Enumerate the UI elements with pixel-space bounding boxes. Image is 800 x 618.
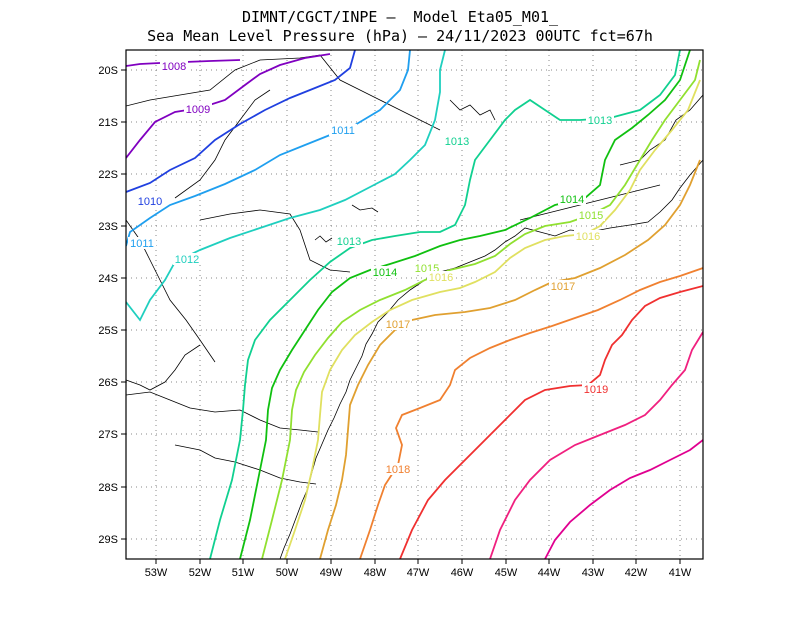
state-border-pr-sc	[126, 391, 319, 433]
reservoir-1	[449, 99, 496, 121]
lon-tick-label: 45W	[495, 567, 518, 579]
lat-tick-label: 27S	[98, 429, 118, 441]
contour-label-background	[427, 271, 455, 283]
lat-tick-label: 28S	[98, 482, 118, 494]
isobar-1014	[239, 50, 691, 559]
lon-tick-labels: 53W 52W 51W 50W 49W 48W 47W 46W 45W 44W 43W 42W 41W	[145, 559, 692, 579]
contour-label: 1011	[130, 238, 154, 250]
map-title-line1: DIMNT/CGCT/INPE – Model Eta05_M01_	[241, 8, 559, 26]
lon-tick-label: 49W	[320, 567, 343, 579]
state-border-rj-sp	[519, 184, 661, 221]
lon-tick-label: 48W	[364, 567, 387, 579]
contour-label: 1019	[584, 384, 608, 396]
contour-label: 1013	[337, 236, 361, 248]
isobar-1019	[399, 285, 703, 559]
contour-label: 1010	[138, 196, 162, 208]
contour-label-background	[384, 318, 412, 330]
coastline	[279, 159, 703, 559]
contour-label-background	[136, 195, 164, 207]
isobar-1013-west	[209, 50, 681, 559]
lat-tick-label: 26S	[98, 377, 118, 389]
lon-tick-label: 53W	[145, 567, 168, 579]
contour-label: 1013	[588, 115, 612, 127]
isobar-1020	[489, 331, 703, 559]
contour-label-background	[335, 235, 363, 247]
isobar-1017	[319, 159, 701, 559]
isobar-1021	[544, 439, 703, 559]
state-border-mg-sp-north	[319, 54, 441, 131]
lat-tick-label: 24S	[98, 273, 118, 285]
contour-label-background	[371, 266, 399, 278]
contour-label: 1017	[551, 281, 575, 293]
map-frame	[125, 49, 704, 560]
lon-tick-label: 52W	[189, 567, 212, 579]
isobar-1011	[126, 50, 411, 247]
lat-tick-label: 29S	[98, 534, 118, 546]
lon-tick-label: 43W	[582, 567, 605, 579]
contour-label-background	[329, 124, 357, 136]
contour-labels: 1008 1009 1010 1011 1011 1012 1013 1013 1013 1014…	[128, 60, 614, 476]
lat-tick-label: 20S	[98, 65, 118, 77]
state-border-pr-sp	[199, 209, 351, 273]
contour-label-background	[549, 280, 577, 292]
contour-label: 1016	[576, 231, 600, 243]
isobar-1016	[284, 79, 701, 559]
isobar-1010	[126, 50, 356, 193]
contour-label-background	[384, 463, 412, 475]
lat-tick-label: 23S	[98, 221, 118, 233]
lat-tick-labels: 20S 21S 22S 23S 24S 25S 26S 27S 28S 29S	[98, 65, 126, 546]
contour-label-background	[574, 230, 602, 242]
contour-label: 1014	[373, 267, 397, 279]
contour-label-background	[586, 114, 614, 126]
contour-label: 1014	[560, 194, 584, 206]
isobar-1018	[359, 267, 703, 559]
map-title-line2: Sea Mean Level Pressure (hPa) – 24/11/20…	[147, 27, 653, 45]
contour-label: 1009	[186, 104, 210, 116]
reservoir-2	[351, 204, 379, 213]
lat-tick-label: 21S	[98, 117, 118, 129]
lat-tick-label: 22S	[98, 169, 118, 181]
isobars	[126, 50, 703, 559]
contour-label-background	[577, 209, 605, 221]
isobar-1012	[126, 50, 446, 322]
state-border-ms-sp	[174, 89, 271, 199]
contour-label-background	[160, 60, 188, 72]
contour-label-background	[128, 237, 156, 249]
political-borders	[126, 54, 703, 559]
lon-tick-label: 51W	[232, 567, 255, 579]
contour-label: 1012	[175, 254, 199, 266]
contour-label: 1008	[162, 61, 186, 73]
state-border-sp-mg	[126, 54, 321, 107]
contour-label-background	[184, 103, 212, 115]
country-border-paraguay	[126, 344, 201, 391]
lon-tick-label: 44W	[538, 567, 561, 579]
lon-tick-label: 42W	[625, 567, 648, 579]
contour-label: 1017	[386, 319, 410, 331]
contour-label: 1016	[429, 272, 453, 284]
contour-label-background	[173, 253, 201, 265]
contour-label-background	[582, 383, 610, 395]
contour-label-background	[558, 193, 586, 205]
lon-tick-label: 46W	[451, 567, 474, 579]
contour-label: 1018	[386, 464, 410, 476]
reservoir-3	[314, 235, 333, 243]
lon-tick-label: 41W	[669, 567, 692, 579]
graticule	[126, 50, 703, 559]
lon-tick-label: 47W	[407, 567, 430, 579]
isobar-1015	[261, 59, 701, 559]
state-border-sc-rs	[174, 444, 317, 485]
contour-label: 1011	[331, 125, 355, 137]
contour-label: 1015	[579, 210, 603, 222]
lat-tick-label: 25S	[98, 325, 118, 337]
contour-label-background	[443, 135, 471, 147]
lon-tick-label: 50W	[276, 567, 299, 579]
isobar-1009	[126, 53, 331, 159]
contour-label: 1013	[445, 136, 469, 148]
